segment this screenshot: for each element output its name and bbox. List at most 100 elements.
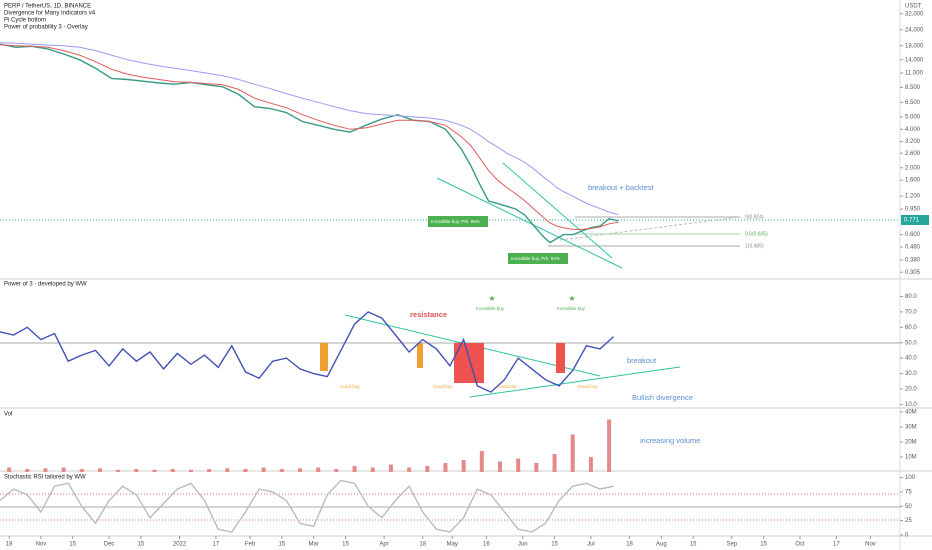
x-tick-label: 18 xyxy=(6,542,13,548)
x-tick-label: 15 xyxy=(342,542,349,548)
y-tick-label: 70.0 xyxy=(905,309,917,315)
fib-label: 1(0.489) xyxy=(745,243,764,249)
y-tick-label: 25 xyxy=(905,518,912,524)
y-tick-label: 30M xyxy=(905,425,917,431)
volume-bar xyxy=(334,469,339,472)
volume-bar xyxy=(370,467,375,472)
x-tick-label: 2022 xyxy=(173,542,187,548)
y-tick-label: 0 xyxy=(905,532,909,538)
y-tick-label: 18.000 xyxy=(905,43,924,49)
volume-bar xyxy=(516,458,521,472)
x-tick-label: Jul xyxy=(587,542,595,548)
y-tick-label: 0.305 xyxy=(905,270,921,276)
x-tick-label: Oct xyxy=(795,542,805,548)
volume-bar xyxy=(570,434,575,472)
volume-bar xyxy=(479,451,484,472)
indicator-name: Divergence for Many Indicators v4 xyxy=(4,11,96,17)
x-tick-label: Nov xyxy=(865,542,876,548)
y-tick-label: 40.0 xyxy=(905,356,917,362)
annotation: Good buy xyxy=(578,384,598,389)
volume-bar xyxy=(7,467,12,472)
volume-bar xyxy=(534,463,539,472)
y-tick-label: 11.000 xyxy=(905,71,924,77)
volume-bar xyxy=(607,419,612,472)
annotation: Incredible buy, Prb. 94% xyxy=(511,256,560,261)
series-line xyxy=(0,479,614,533)
y-tick-label: 10.0 xyxy=(905,402,917,408)
y-tick-label: 1.200 xyxy=(905,194,921,200)
y-tick-label: 100 xyxy=(905,475,916,481)
series-line xyxy=(0,43,619,244)
annotation: breakout + backtest xyxy=(588,183,655,192)
annotation: increasing volume xyxy=(640,436,700,445)
volume-bar xyxy=(443,463,448,472)
pane-title: Power of 3 - developed by WW xyxy=(4,282,87,288)
y-tick-label: 50.0 xyxy=(905,340,917,346)
price-box xyxy=(901,215,929,225)
x-tick-label: 15 xyxy=(138,542,145,548)
x-tick-label: Feb xyxy=(245,542,256,548)
volume-bar xyxy=(461,460,466,472)
x-tick-label: 18 xyxy=(626,542,633,548)
volume-bar xyxy=(43,468,48,472)
x-tick-label: Apr xyxy=(379,542,388,548)
star-icon: ★ xyxy=(568,294,575,303)
x-tick-label: 15 xyxy=(551,542,558,548)
fib-label: 0(0.824) xyxy=(745,214,764,220)
x-tick-label: 17 xyxy=(833,542,840,548)
volume-bar xyxy=(134,469,139,472)
annotation: resistance xyxy=(410,310,447,319)
series-line xyxy=(0,42,619,216)
y-tick-label: 0.600 xyxy=(905,232,921,238)
annotation: Good buy xyxy=(497,384,517,389)
label-box xyxy=(428,216,488,227)
volume-bar xyxy=(552,454,557,472)
volume-bar xyxy=(116,469,121,472)
annotation: breakout xyxy=(627,356,657,365)
fib-label: 0.5(0.605) xyxy=(745,231,768,237)
y-tick-label: 2.600 xyxy=(905,151,921,157)
x-tick-label: 16 xyxy=(483,542,490,548)
y-tick-label: 6.500 xyxy=(905,100,921,106)
y-tick-label: 10M xyxy=(905,455,917,461)
trend-line xyxy=(469,366,681,398)
x-tick-label: 15 xyxy=(760,542,767,548)
y-tick-label: 50 xyxy=(905,504,912,510)
volume-bar xyxy=(407,467,412,472)
y-tick-label: 0.380 xyxy=(905,258,921,264)
x-tick-label: 15 xyxy=(278,542,285,548)
y-tick-label: 2.000 xyxy=(905,165,921,171)
chart-title: PERP / TetherUS, 1D, BINANCE xyxy=(4,4,91,10)
y-tick-label: 0.480 xyxy=(905,245,921,251)
y-tick-label: 30.0 xyxy=(905,371,917,377)
indicator-name: Pi Cycle bottom xyxy=(4,18,46,24)
y-tick-label: 20.0 xyxy=(905,387,917,393)
annotation: Bullish divergence xyxy=(632,393,693,402)
annotation: Incredible buy xyxy=(557,306,586,311)
y-tick-label: 32.000 xyxy=(905,11,924,17)
volume-bar xyxy=(498,461,502,472)
annotation: Good buy xyxy=(340,384,360,389)
x-tick-label: Sep xyxy=(726,542,737,548)
volume-bar xyxy=(152,469,157,472)
x-tick-label: Dec xyxy=(104,542,115,548)
pane-title: Vol xyxy=(4,412,12,418)
trend-line xyxy=(502,162,613,259)
volume-bar xyxy=(388,464,393,472)
volume-bar xyxy=(170,469,175,472)
x-tick-label: 15 xyxy=(690,542,697,548)
volume-bar xyxy=(298,468,302,472)
label-box xyxy=(508,253,568,264)
x-tick-label: 18 xyxy=(419,542,426,548)
volume-bar xyxy=(425,466,430,472)
pane-title: Stochastic RSI tailored by WW xyxy=(4,475,86,481)
y-tick-label: 0.950 xyxy=(905,207,921,213)
zone xyxy=(417,343,423,368)
y-tick-label: 8.500 xyxy=(905,85,921,91)
volume-bar xyxy=(61,467,66,472)
y-tick-label: 80.0 xyxy=(905,294,917,300)
y-tick-label: 40M xyxy=(905,410,917,416)
annotation: Good buy xyxy=(433,384,453,389)
